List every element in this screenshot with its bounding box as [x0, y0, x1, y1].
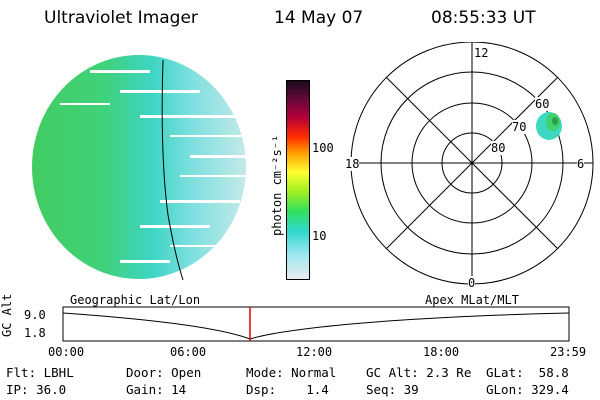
altitude-timeline — [62, 306, 570, 342]
colorbar-unit-label: photon cm⁻²s⁻¹ — [270, 134, 284, 236]
mlt-label-12: 12 — [474, 46, 489, 60]
image-date: 14 May 07 — [274, 8, 364, 28]
image-time: 08:55:33 UT — [431, 8, 536, 28]
apex-title: Apex MLat/MLT — [425, 293, 519, 307]
colorbar-tick-100: 100 — [312, 141, 334, 155]
polar-mlat-mlt-plot — [350, 42, 594, 285]
flt-filter: Flt: LBHL — [6, 365, 74, 380]
data-gaps — [60, 70, 246, 263]
seq-value: Seq: 39 — [366, 382, 419, 397]
geographic-title: Geographic Lat/Lon — [70, 293, 201, 307]
mlat-label-80: 80 — [491, 141, 506, 155]
time-tick-2359: 23:59 — [550, 345, 587, 359]
gc-alt-max: 9.0 — [24, 308, 46, 322]
glat-value: GLat: 58.8 — [486, 365, 569, 380]
mlt-label-0: 0 — [468, 276, 476, 290]
terminator-line — [161, 59, 184, 281]
glon-value: GLon: 329.4 — [486, 382, 569, 397]
gain-value: Gain: 14 — [126, 382, 187, 397]
altitude-curve — [62, 312, 570, 340]
time-tick-1200: 12:00 — [296, 345, 333, 359]
time-tick-1800: 18:00 — [423, 345, 460, 359]
instrument-title: Ultraviolet Imager — [44, 8, 198, 28]
auroral-spot — [536, 112, 562, 140]
door-status: Door: Open — [126, 365, 202, 380]
gc-alt-axis-label: GC Alt — [0, 293, 14, 337]
earth-disk-image — [32, 55, 246, 281]
gc-alt-value: GC Alt: 2.3 Re — [366, 365, 472, 380]
time-tick-0600: 06:00 — [170, 345, 207, 359]
mlt-label-18: 18 — [345, 157, 360, 171]
mlat-label-60: 60 — [535, 97, 550, 111]
dsp-value: Dsp: 1.4 — [246, 382, 329, 397]
mlat-label-70: 70 — [512, 120, 527, 134]
time-tick-0000: 00:00 — [48, 345, 85, 359]
mlt-label-6: 6 — [577, 157, 585, 171]
colorbar-tick-10: 10 — [312, 229, 327, 243]
ip-value: IP: 36.0 — [6, 382, 67, 397]
gc-alt-min: 1.8 — [24, 326, 46, 340]
mode-value: Mode: Normal — [246, 365, 337, 380]
color-scale-bar — [286, 80, 310, 280]
